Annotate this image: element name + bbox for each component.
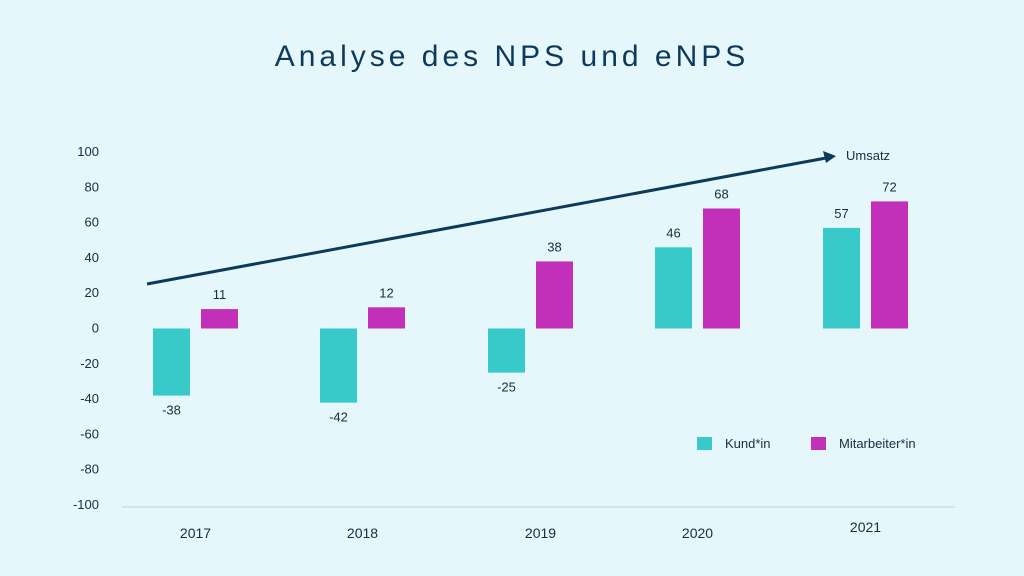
y-tick-label: -80 [80,462,99,477]
legend-swatch [697,437,712,450]
bar-mitarbeiterin-2020 [703,208,740,329]
y-tick-label: 40 [85,250,99,265]
legend-label: Mitarbeiter*in [839,436,916,451]
bar-kundin-2020 [655,247,692,329]
x-axis: 2017 2018 2019 2020 2021 [122,506,955,541]
data-label: 38 [547,239,561,254]
y-tick-label: -20 [80,356,99,371]
y-tick-label: 80 [85,179,99,194]
umsatz-arrow-head [823,151,836,163]
x-tick-label: 2020 [682,525,713,541]
umsatz-arrow-line [146,156,827,286]
bar-mitarbeiterin-2017 [201,309,238,329]
data-label: 57 [834,206,848,221]
x-tick-label: 2018 [347,525,378,541]
y-tick-label: -40 [80,391,99,406]
x-tick-label: 2017 [180,525,211,541]
bar-mitarbeiterin-2019 [536,261,573,329]
bar-kundin-2021 [823,227,860,329]
y-tick-label: 100 [77,144,99,159]
x-tick-label: 2021 [850,519,881,535]
legend: Kund*in Mitarbeiter*in [697,436,916,451]
y-tick-label: 0 [92,321,99,336]
y-axis: 100 80 60 40 20 0 -20 -40 -60 -80 -100 [73,144,99,512]
bar-kundin-2017 [153,328,190,396]
data-label: 12 [379,285,393,300]
umsatz-label: Umsatz [846,148,890,163]
data-label: 68 [714,186,728,201]
umsatz-annotation: Umsatz [146,148,890,286]
legend-swatch [811,437,826,450]
chart-title: Analyse des NPS und eNPS [274,40,750,73]
y-tick-label: 60 [85,215,99,230]
data-label: -38 [162,403,181,418]
data-label: 72 [882,179,896,194]
data-label: -25 [497,380,516,395]
data-label: 46 [666,225,680,240]
data-label: -42 [329,410,348,425]
bars [153,201,908,403]
data-label: 11 [213,287,227,302]
bar-mitarbeiterin-2018 [368,307,405,329]
bar-kundin-2019 [488,328,525,373]
legend-label: Kund*in [725,436,771,451]
y-tick-label: 20 [85,285,99,300]
bar-mitarbeiterin-2021 [871,201,908,329]
y-tick-label: -100 [73,497,99,512]
y-tick-label: -60 [80,426,99,441]
bar-kundin-2018 [320,328,357,403]
x-tick-label: 2019 [525,525,556,541]
data-labels: -38 11 -42 12 -25 38 46 68 57 72 [162,179,897,424]
